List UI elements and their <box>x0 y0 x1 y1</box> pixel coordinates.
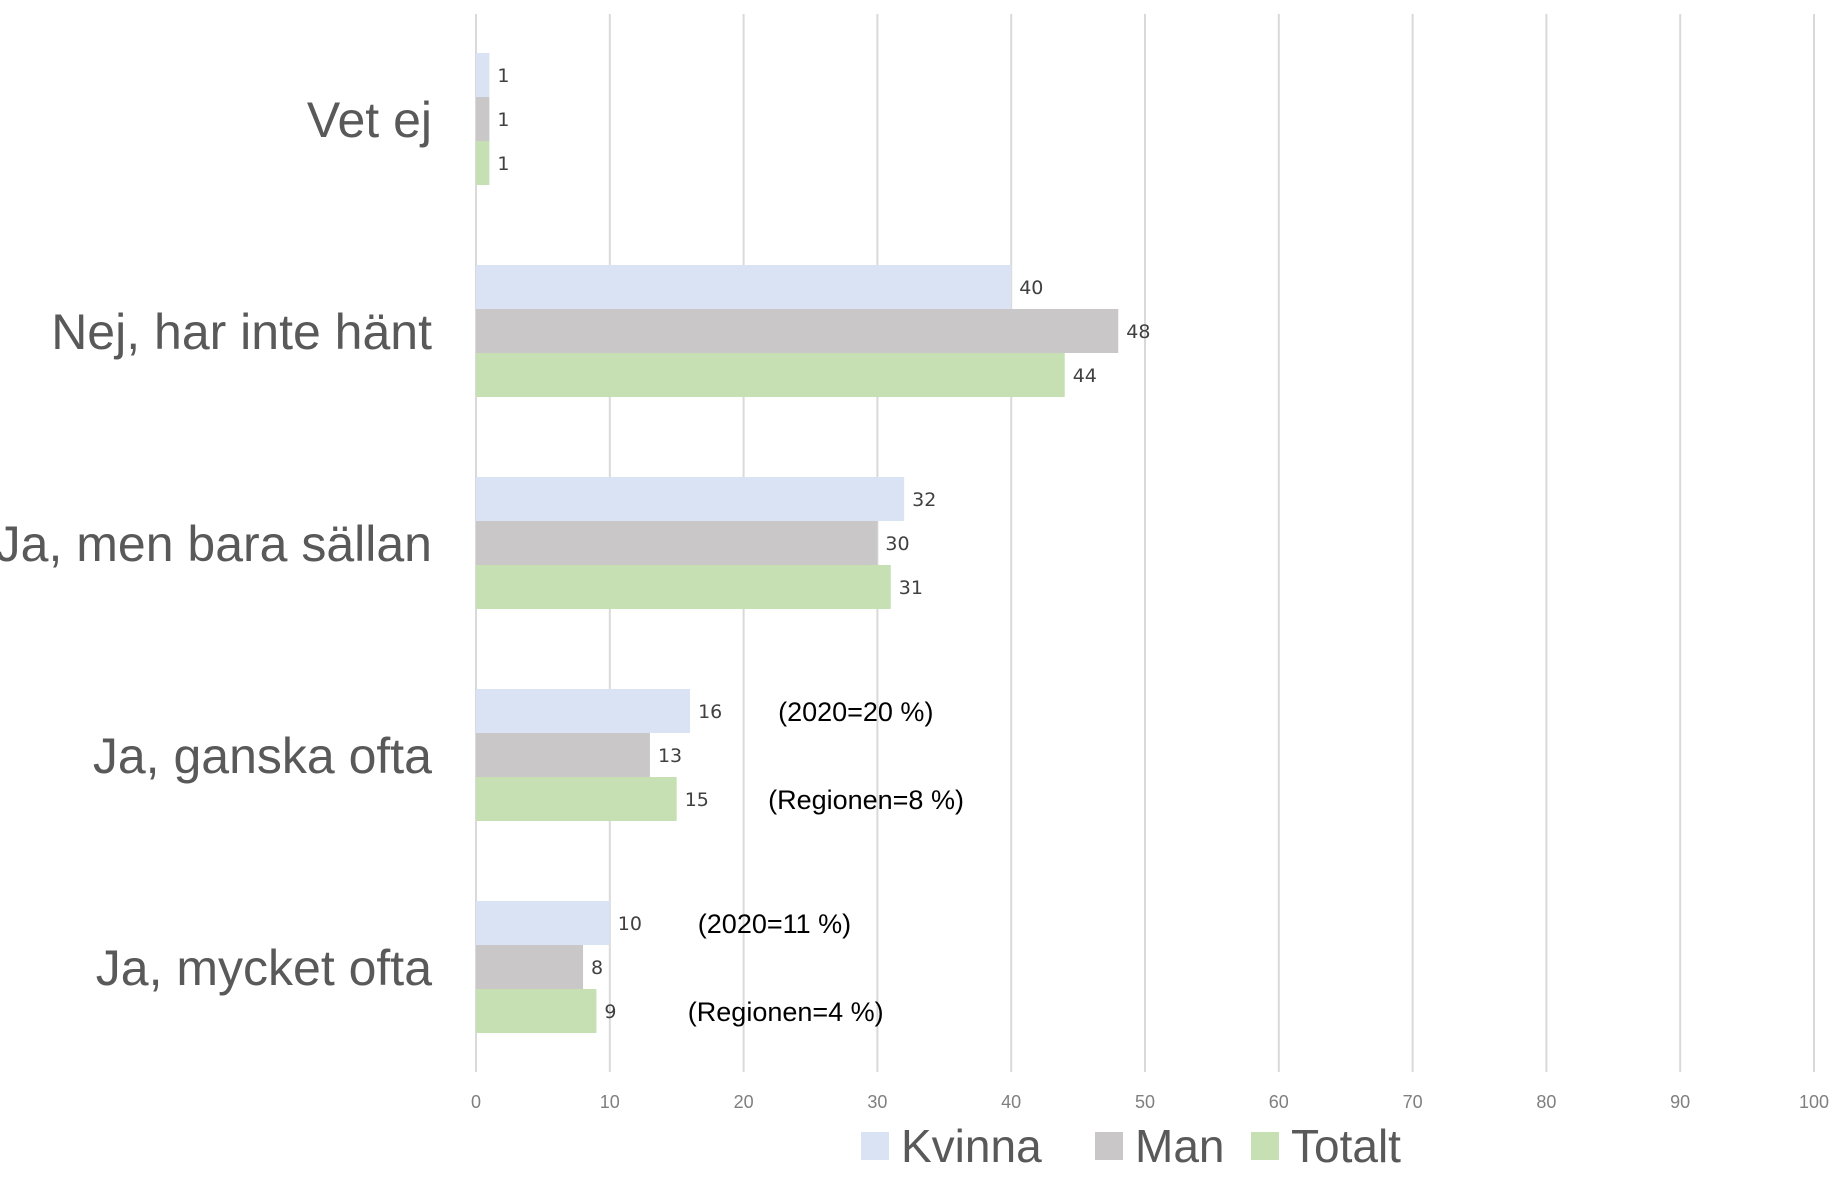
data-label-cat1-totalt: 44 <box>1073 365 1097 387</box>
data-label-cat3-totalt: 15 <box>685 789 709 811</box>
gridlines <box>475 14 1815 1072</box>
annotation-1: (Regionen=8 %) <box>768 785 964 815</box>
bar-cat0-totalt <box>476 141 490 185</box>
legend-label-totalt: Totalt <box>1291 1120 1401 1172</box>
x-tick-label-80: 80 <box>1536 1092 1556 1112</box>
bar-cat2-kvinna <box>476 477 905 521</box>
category-label-2: Ja, men bara sällan <box>0 516 432 572</box>
bar-cat3-kvinna <box>476 689 691 733</box>
x-axis-ticks: 0 10 20 30 40 50 60 70 80 90 100 <box>471 1092 1829 1112</box>
data-label-cat2-totalt: 31 <box>899 577 923 599</box>
data-label-cat3-man: 13 <box>658 745 682 767</box>
x-tick-label-0: 0 <box>471 1092 481 1112</box>
bar-cat2-man <box>476 521 878 565</box>
legend-swatch-kvinna <box>861 1132 889 1160</box>
data-label-cat4-kvinna: 10 <box>618 913 642 935</box>
data-label-cat4-totalt: 9 <box>604 1001 616 1023</box>
data-label-cat4-man: 8 <box>591 957 603 979</box>
annotations: (2020=20 %) (Regionen=8 %) (2020=11 %) (Reg… <box>688 697 964 1027</box>
category-label-3: Ja, ganska ofta <box>93 728 432 784</box>
x-tick-label-70: 70 <box>1403 1092 1423 1112</box>
data-label-cat0-man: 1 <box>497 109 509 131</box>
bars <box>476 53 1119 1033</box>
data-label-cat1-man: 48 <box>1126 321 1150 343</box>
bar-cat4-totalt <box>476 989 597 1033</box>
data-label-cat0-totalt: 1 <box>497 153 509 175</box>
data-label-cat0-kvinna: 1 <box>497 65 509 87</box>
bar-cat1-totalt <box>476 353 1065 397</box>
data-label-cat3-kvinna: 16 <box>698 701 722 723</box>
x-tick-label-50: 50 <box>1135 1092 1155 1112</box>
legend-swatch-man <box>1095 1132 1123 1160</box>
bar-cat0-kvinna <box>476 53 490 97</box>
legend-label-man: Man <box>1135 1120 1224 1172</box>
bar-cat1-man <box>476 309 1119 353</box>
bar-cat0-man <box>476 97 490 141</box>
x-tick-label-90: 90 <box>1670 1092 1690 1112</box>
bar-cat3-man <box>476 733 650 777</box>
bar-cat1-kvinna <box>476 265 1012 309</box>
bar-cat3-totalt <box>476 777 677 821</box>
x-tick-label-60: 60 <box>1269 1092 1289 1112</box>
annotation-3: (Regionen=4 %) <box>688 997 884 1027</box>
data-label-cat2-man: 30 <box>885 533 909 555</box>
annotation-2: (2020=11 %) <box>698 909 851 939</box>
bar-cat4-kvinna <box>476 901 610 945</box>
data-label-cat2-kvinna: 32 <box>912 489 936 511</box>
x-tick-label-100: 100 <box>1799 1092 1829 1112</box>
legend-label-kvinna: Kvinna <box>901 1120 1042 1172</box>
annotation-0: (2020=20 %) <box>778 697 933 727</box>
x-tick-label-40: 40 <box>1001 1092 1021 1112</box>
bar-cat2-totalt <box>476 565 891 609</box>
category-labels: Vet ej Nej, har inte hänt Ja, men bara säl… <box>0 92 432 996</box>
bar-cat4-man <box>476 945 584 989</box>
category-label-1: Nej, har inte hänt <box>51 304 432 360</box>
data-label-cat1-kvinna: 40 <box>1019 277 1043 299</box>
legend-swatch-totalt <box>1251 1132 1279 1160</box>
category-label-4: Ja, mycket ofta <box>96 940 432 996</box>
legend: Kvinna Man Totalt <box>861 1120 1401 1172</box>
x-tick-label-30: 30 <box>867 1092 887 1112</box>
x-tick-label-20: 20 <box>734 1092 754 1112</box>
category-label-0: Vet ej <box>307 92 432 148</box>
x-tick-label-10: 10 <box>600 1092 620 1112</box>
